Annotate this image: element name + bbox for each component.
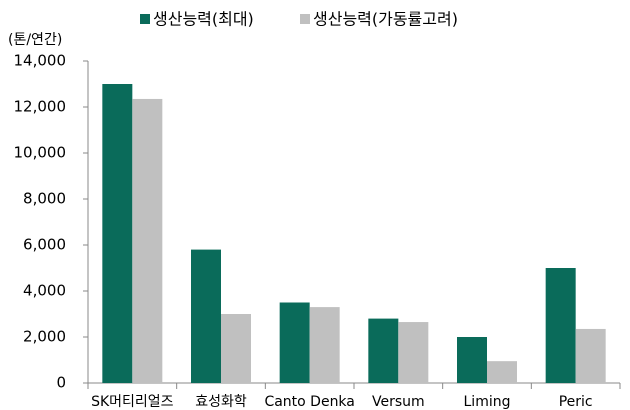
y-tick-label: 8,000: [23, 190, 66, 208]
bar: [457, 337, 487, 383]
y-tick-label: 10,000: [14, 144, 67, 162]
bar: [487, 361, 517, 383]
bar: [398, 322, 429, 383]
x-tick-label: Versum: [372, 394, 425, 410]
legend-swatch: [140, 14, 150, 24]
x-tick-label: Canto Denka: [264, 394, 354, 410]
legend-label: 생산능력(가동률고려): [313, 10, 458, 29]
y-tick-label: 0: [56, 374, 66, 392]
legend-swatch: [300, 14, 310, 24]
bar: [279, 302, 310, 383]
y-tick-label: 6,000: [23, 236, 66, 254]
x-tick-label: Liming: [464, 394, 511, 410]
y-tick-label: 4,000: [23, 282, 66, 300]
bar: [575, 328, 606, 383]
x-tick-label: SK머티리얼즈: [91, 394, 174, 410]
legend-label: 생산능력(최대): [153, 10, 254, 29]
y-axis-label: (톤/연간): [8, 32, 62, 48]
bar: [102, 84, 133, 383]
bar: [368, 318, 399, 383]
x-tick-label: Peric: [559, 394, 593, 410]
bar: [221, 314, 251, 383]
y-tick-label: 14,000: [14, 52, 67, 70]
bar: [191, 249, 221, 383]
bar: [132, 98, 163, 383]
x-tick-label: 효성화학: [195, 394, 247, 410]
y-tick-label: 12,000: [14, 98, 67, 116]
bar: [545, 268, 576, 383]
y-tick-label: 2,000: [23, 328, 66, 346]
bar: [309, 307, 340, 383]
